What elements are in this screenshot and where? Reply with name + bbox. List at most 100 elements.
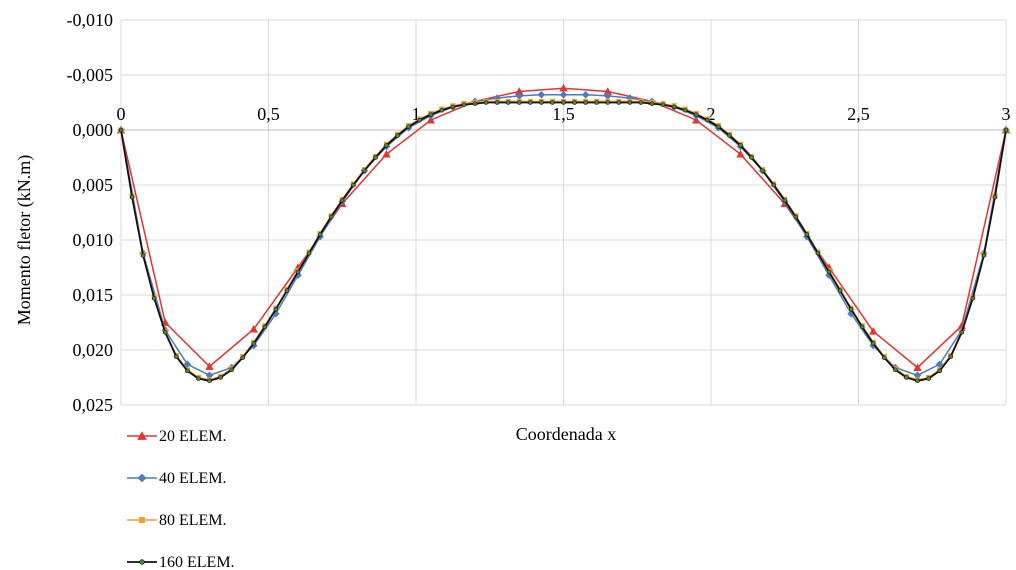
x-tick-label: 2 xyxy=(707,104,716,124)
x-tick-label: 0 xyxy=(117,104,126,124)
x-tick-label: 1,5 xyxy=(552,104,575,124)
data-point xyxy=(627,100,633,105)
data-point xyxy=(515,92,524,100)
data-point xyxy=(196,376,201,381)
data-point xyxy=(384,143,389,148)
data-point xyxy=(561,100,566,105)
x-tick-label: 0,5 xyxy=(257,104,280,124)
data-point xyxy=(693,112,699,117)
y-tick-label: 0,005 xyxy=(73,175,114,195)
data-point xyxy=(137,431,147,440)
data-point xyxy=(837,288,843,293)
legend-item: 40 ELEM. xyxy=(127,470,227,487)
data-point xyxy=(137,473,147,483)
data-point xyxy=(992,194,998,200)
data-point xyxy=(848,307,854,312)
data-point xyxy=(406,124,411,129)
data-point xyxy=(594,100,599,105)
legend-item: 160 ELEM. xyxy=(127,554,235,570)
data-point xyxy=(118,127,124,133)
data-point xyxy=(163,330,168,335)
data-point xyxy=(749,155,754,160)
data-point xyxy=(935,360,944,369)
data-point xyxy=(328,214,334,220)
data-point xyxy=(915,378,920,384)
legend-label: 20 ELEM. xyxy=(159,428,227,445)
data-point xyxy=(129,194,135,200)
data-point xyxy=(428,112,433,117)
legend-label: 160 ELEM. xyxy=(159,554,235,570)
data-point xyxy=(970,296,976,301)
data-point xyxy=(847,309,855,318)
y-tick-label: 0,025 xyxy=(73,395,114,415)
data-point xyxy=(559,84,568,92)
data-point xyxy=(826,269,832,275)
data-point xyxy=(904,375,909,380)
data-point xyxy=(825,271,833,279)
data-point xyxy=(373,155,378,160)
data-point xyxy=(426,115,435,124)
data-point xyxy=(605,100,610,105)
data-point xyxy=(926,376,931,381)
y-axis-ticks: -0,010 -0,005 0,000 0,005 0,010 0,015 0,020 0,0… xyxy=(67,10,114,415)
data-point xyxy=(205,371,214,380)
data-point xyxy=(229,367,234,373)
data-point xyxy=(716,124,721,129)
data-point xyxy=(937,368,942,374)
data-point xyxy=(205,362,214,370)
y-tick-label: -0,005 xyxy=(67,65,114,85)
data-point xyxy=(626,94,634,102)
x-tick-label: 1 xyxy=(412,104,421,124)
data-point xyxy=(240,355,245,360)
data-point xyxy=(913,371,922,380)
data-point xyxy=(782,198,787,203)
data-point xyxy=(516,100,522,105)
data-point xyxy=(218,375,223,380)
data-point xyxy=(913,363,922,371)
data-point xyxy=(948,354,953,359)
data-point xyxy=(439,107,445,113)
data-point xyxy=(505,100,511,105)
x-tick-label: 3 xyxy=(1002,104,1011,124)
data-point xyxy=(151,296,157,301)
data-point xyxy=(249,324,258,333)
data-point xyxy=(494,100,500,105)
data-point xyxy=(351,182,356,188)
series-4 xyxy=(118,100,1009,384)
data-point xyxy=(572,100,577,105)
data-point xyxy=(339,198,345,203)
data-point xyxy=(395,133,400,138)
data-point xyxy=(870,341,876,346)
data-point xyxy=(382,150,391,158)
data-point xyxy=(859,324,865,330)
data-point xyxy=(362,168,367,173)
data-point xyxy=(603,87,612,95)
data-point xyxy=(294,271,302,279)
data-point xyxy=(138,516,146,524)
data-point xyxy=(273,307,279,312)
data-point xyxy=(174,354,179,359)
data-point xyxy=(185,368,190,374)
data-point xyxy=(727,133,732,138)
data-point xyxy=(581,91,590,99)
data-point xyxy=(760,168,765,173)
data-point xyxy=(692,115,701,124)
data-point xyxy=(537,91,546,99)
data-point xyxy=(251,341,257,346)
y-tick-label: -0,010 xyxy=(67,10,114,30)
data-point xyxy=(893,367,898,373)
data-point xyxy=(959,330,964,335)
y-tick-label: 0,020 xyxy=(73,340,114,360)
data-point xyxy=(417,117,422,123)
data-point xyxy=(771,182,776,188)
data-point xyxy=(649,101,655,106)
data-point xyxy=(736,150,745,158)
data-point xyxy=(682,107,688,113)
series-group xyxy=(116,84,1011,384)
data-point xyxy=(262,324,268,330)
y-axis-title: Momento fletor (kN.m) xyxy=(14,155,35,325)
data-point xyxy=(317,232,323,237)
legend-item: 80 ELEM. xyxy=(127,512,227,529)
data-point xyxy=(183,360,192,369)
x-axis-title: Coordenada x xyxy=(516,424,616,444)
